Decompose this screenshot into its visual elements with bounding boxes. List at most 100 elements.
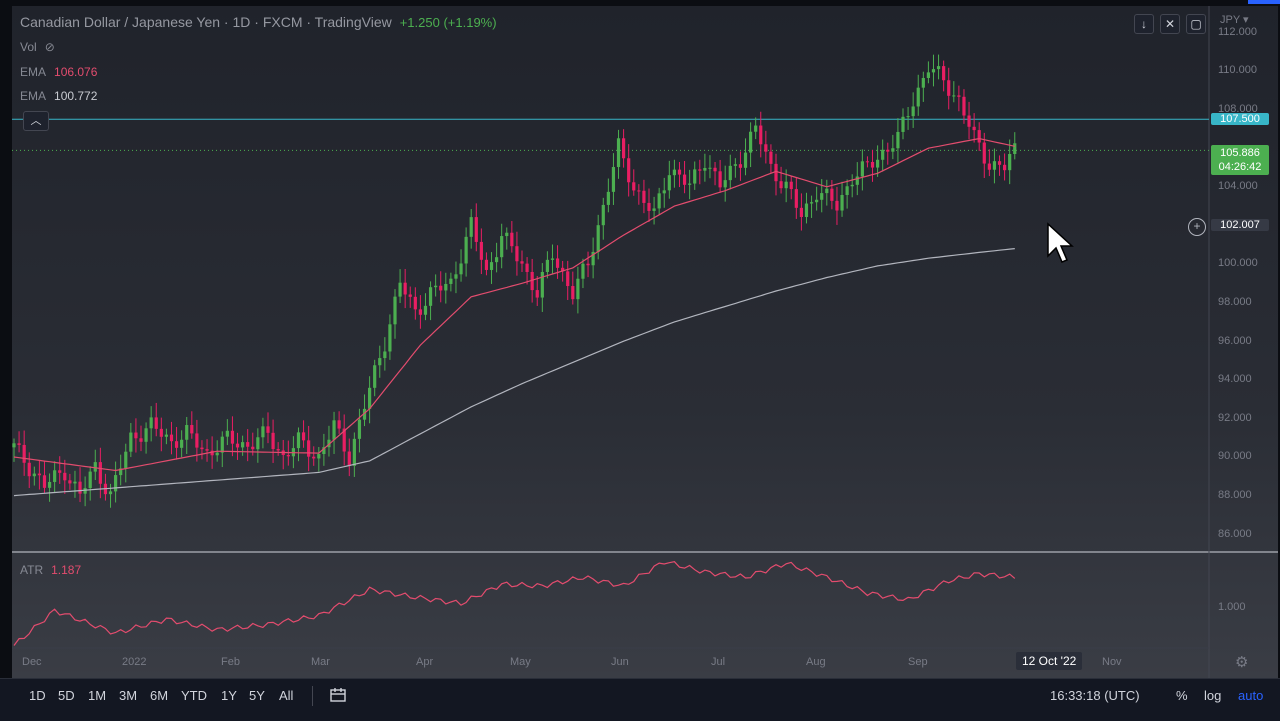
range-button-ytd[interactable]: YTD (181, 688, 207, 703)
candle-body (794, 189, 798, 208)
candle-body (708, 167, 712, 169)
candle-body (119, 468, 123, 476)
candle-body (850, 184, 854, 187)
candle-body (403, 282, 407, 295)
candle-body (809, 202, 814, 204)
candle-body (393, 296, 397, 325)
candle-body (677, 169, 682, 175)
collapse-legend-button[interactable]: ︿ (23, 111, 49, 131)
candle-body (774, 163, 778, 182)
candle-body (561, 267, 565, 272)
candle-body (190, 425, 194, 434)
candle-body (581, 263, 585, 279)
candle-body (180, 439, 184, 448)
candle-body (271, 432, 275, 450)
candle-body (129, 432, 133, 452)
candle-body (307, 440, 311, 457)
auto-toggle[interactable]: auto (1238, 688, 1264, 703)
candle-body (530, 271, 534, 291)
atr-legend[interactable]: ATR 1.187 (20, 563, 81, 577)
volume-legend[interactable]: Vol ⊘ (20, 40, 55, 54)
range-button-5y[interactable]: 5Y (249, 688, 265, 703)
candle-body (931, 69, 936, 73)
candle-body (698, 169, 702, 171)
candle-body (555, 258, 560, 268)
range-button-1m[interactable]: 1M (88, 688, 107, 703)
symbol-title[interactable]: Canadian Dollar / Japanese Yen · 1D · FX… (20, 14, 392, 30)
candle-body (865, 161, 870, 163)
candle-body (357, 419, 362, 439)
candle-body (251, 446, 255, 450)
eye-off-icon[interactable]: ⊘ (44, 40, 55, 54)
add-alert-icon[interactable]: + (1188, 218, 1206, 236)
currency-label[interactable]: JPY ▾ (1220, 14, 1249, 26)
maximize-icon[interactable]: ✕ (1160, 14, 1180, 34)
candle-body (855, 176, 859, 185)
candle-body (368, 387, 372, 409)
candle-body (957, 95, 961, 97)
candle-body (911, 106, 915, 117)
time-tick: 2022 (122, 656, 147, 668)
date-range-icon[interactable] (329, 686, 347, 707)
candle-body (78, 481, 82, 494)
last-price-label: 105.886 04:26:42 (1211, 145, 1269, 175)
candle-body (799, 207, 803, 217)
candle-body (627, 158, 631, 183)
candle-body (611, 167, 616, 192)
candle-body (754, 125, 758, 132)
range-button-5d[interactable]: 5D (58, 688, 75, 703)
candle-body (88, 471, 92, 489)
candle-body (347, 451, 351, 466)
candle-body (68, 480, 72, 484)
price-tick: 96.000 (1218, 335, 1252, 347)
candle-body (728, 165, 732, 181)
candle-body (566, 271, 570, 287)
ema-slow-legend[interactable]: EMA 100.772 (20, 89, 97, 103)
restore-icon[interactable]: ▢ (1186, 14, 1206, 34)
price-change: +1.250 (+1.19%) (399, 14, 497, 30)
candle-body (154, 417, 158, 429)
candle-body (256, 437, 260, 450)
time-tick: Sep (908, 656, 928, 668)
candle-body (952, 95, 956, 97)
log-toggle[interactable]: log (1204, 688, 1222, 703)
range-button-1d[interactable]: 1D (29, 688, 46, 703)
range-button-1y[interactable]: 1Y (221, 688, 237, 703)
candle-body (738, 164, 743, 168)
candle-body (759, 125, 763, 145)
candle-body (27, 462, 31, 477)
candle-body (22, 444, 26, 463)
candle-body (428, 287, 433, 306)
candle-body (972, 126, 976, 131)
candle-body (47, 481, 52, 488)
ema-slow-value: 100.772 (54, 89, 98, 103)
candle-body (276, 449, 280, 451)
ema-fast-legend[interactable]: EMA 106.076 (20, 65, 97, 79)
time-tick: Mar (311, 656, 330, 668)
percent-toggle[interactable]: % (1176, 688, 1188, 703)
candle-body (423, 305, 428, 315)
gear-icon[interactable]: ⚙ (1235, 654, 1249, 671)
candle-body (73, 481, 77, 484)
candle-body (606, 191, 610, 205)
clock-time[interactable]: 16:33:18 (UTC) (1050, 688, 1140, 703)
chart-pane[interactable] (12, 6, 1278, 678)
range-button-all[interactable]: All (279, 688, 294, 703)
time-tick: Feb (221, 656, 240, 668)
candle-body (220, 436, 224, 453)
candle-body (601, 204, 605, 226)
mouse-cursor-icon (1046, 222, 1074, 273)
price-tick: 90.000 (1218, 450, 1252, 462)
ema-fast-value: 106.076 (54, 65, 98, 79)
candle-body (845, 186, 849, 195)
candle-body (642, 190, 646, 203)
price-tick: 112.000 (1218, 26, 1257, 38)
price-tick: 100.000 (1218, 257, 1258, 269)
time-tick: Dec (22, 656, 42, 668)
range-button-6m[interactable]: 6M (150, 688, 169, 703)
candle-body (230, 430, 235, 444)
candle-body (98, 462, 102, 484)
range-button-3m[interactable]: 3M (119, 688, 138, 703)
move-down-icon[interactable]: ↓ (1134, 14, 1154, 34)
